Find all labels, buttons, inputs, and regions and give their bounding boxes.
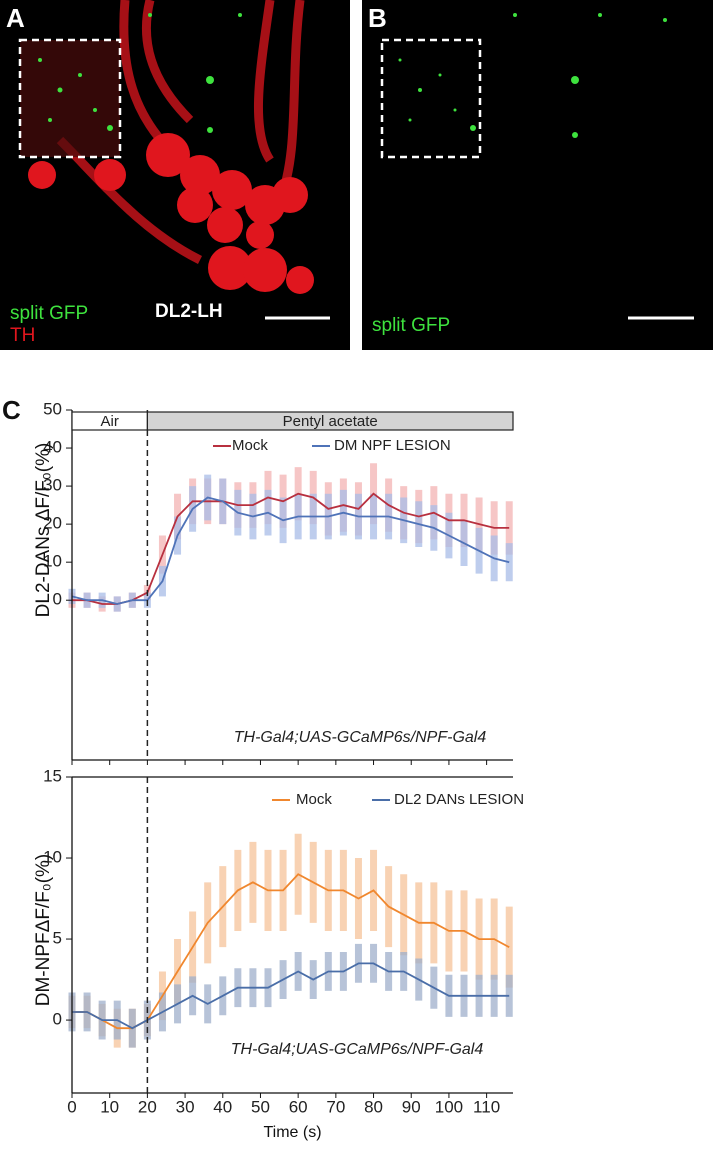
neurites [56, 0, 305, 265]
micrograph-b [362, 0, 713, 350]
stain-label: split GFP [10, 303, 88, 324]
y-tick-label: 0 [53, 590, 62, 609]
annotation: TH-Gal4;UAS-GCaMP6s/NPF-Gal4 [234, 729, 487, 746]
panel-label: A [6, 3, 25, 33]
y-axis-label: DL2-DANs ΔF/F₀(%) [33, 443, 54, 618]
x-tick-label: 60 [289, 1097, 308, 1116]
image-bg [362, 0, 713, 350]
gfp-puncta [398, 13, 667, 138]
x-tick-label: 80 [364, 1097, 383, 1116]
x-tick-label: 70 [326, 1097, 345, 1116]
legend-label: DL2 DANs LESION [394, 791, 524, 808]
x-axis-label: Time (s) [263, 1124, 321, 1141]
stimulus-label: Pentyl acetate [283, 413, 378, 430]
x-tick-label: 0 [67, 1097, 76, 1116]
x-tick-label: 30 [176, 1097, 195, 1116]
legend-label: DM NPF LESION [334, 437, 451, 454]
x-tick-label: 50 [251, 1097, 270, 1116]
x-tick-label: 100 [435, 1097, 463, 1116]
data-line [72, 962, 510, 1030]
legend-label: Mock [296, 791, 332, 808]
cell-bodies [28, 133, 314, 294]
y-tick-label: 30 [43, 476, 62, 495]
panel-label: C [2, 395, 21, 425]
y-tick-label: 15 [43, 766, 62, 785]
y-tick-label: 5 [53, 929, 62, 948]
data-line [72, 492, 510, 605]
data-line [71, 496, 510, 605]
y-tick-label: 40 [43, 438, 62, 457]
x-tick-label: 10 [100, 1097, 119, 1116]
y-tick-label: 10 [43, 848, 62, 867]
x-tick-label: 90 [402, 1097, 421, 1116]
region-label: DL2-LH [155, 301, 223, 322]
y-tick-label: 10 [43, 552, 62, 571]
data-line [72, 873, 510, 1030]
inset-box [380, 38, 482, 159]
legend-label: Mock [232, 437, 268, 454]
x-tick-label: 20 [138, 1097, 157, 1116]
y-tick-label: 50 [43, 399, 62, 418]
y-tick-label: 0 [53, 1010, 62, 1029]
inset-box [18, 38, 122, 159]
y-tick-label: 20 [43, 514, 62, 533]
stain-label: TH [10, 325, 35, 346]
stimulus-bar [146, 411, 514, 431]
panel-label: B [368, 3, 387, 33]
inset-region [20, 40, 120, 157]
stain-label: split GFP [372, 315, 450, 336]
x-tick-label: 110 [473, 1097, 500, 1116]
micrograph-a [0, 0, 350, 350]
y-axis-label: DM-NPFΔF/F₀(%) [33, 854, 54, 1007]
stimulus-label: Air [101, 413, 119, 430]
gfp-puncta [38, 13, 242, 133]
annotation: TH-Gal4;UAS-GCaMP6s/NPF-Gal4 [231, 1041, 484, 1058]
x-tick-label: 40 [213, 1097, 232, 1116]
